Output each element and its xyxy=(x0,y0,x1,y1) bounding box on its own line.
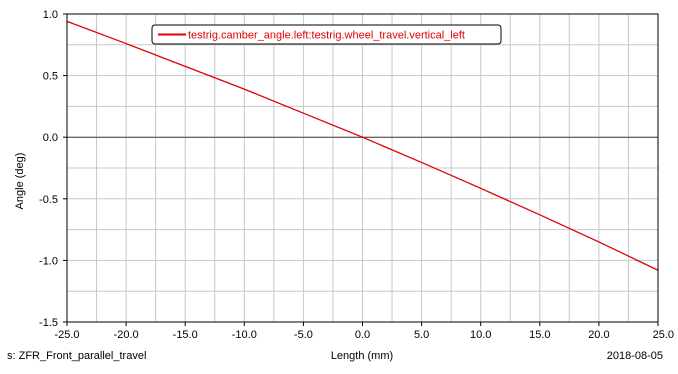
y-tick-label: -1.0 xyxy=(39,255,58,267)
y-tick-labels: -1.5 -1.0 -0.5 0.0 0.5 1.0 xyxy=(39,9,58,329)
y-tick-label: 0.5 xyxy=(43,71,58,83)
x-tick-label: 5.0 xyxy=(414,329,429,341)
legend: testrig.camber_angle.left:testrig.wheel_… xyxy=(151,24,502,45)
x-tick-label: -10.0 xyxy=(232,329,257,341)
y-axis-label: Angle (deg) xyxy=(14,153,26,210)
x-tick-label: -5.0 xyxy=(294,329,313,341)
legend-label: testrig.camber_angle.left:testrig.wheel_… xyxy=(188,30,465,42)
footer-right-text: 2018-08-05 xyxy=(607,350,663,362)
x-tick-label: 10.0 xyxy=(470,329,491,341)
x-tick-label: 20.0 xyxy=(588,329,609,341)
plot-frame xyxy=(66,13,659,323)
y-tick-label: -1.5 xyxy=(39,317,58,329)
y-tick-label: 1.0 xyxy=(43,9,58,21)
legend-box xyxy=(151,24,502,45)
x-tick-label: 15.0 xyxy=(529,329,550,341)
grid-layer xyxy=(63,13,659,326)
x-tick-label: -20.0 xyxy=(114,329,139,341)
series-line xyxy=(66,20,659,271)
x-tick-label: 0.0 xyxy=(355,329,370,341)
y-tick-label: 0.0 xyxy=(43,132,58,144)
x-tick-labels: -25.0 -20.0 -15.0 -10.0 -5.0 0.0 5.0 10.0 15.0 20… xyxy=(54,329,674,341)
x-axis-label: Length (mm) xyxy=(331,350,393,362)
x-tick-label: -15.0 xyxy=(173,329,198,341)
x-tick-label: -25.0 xyxy=(54,329,79,341)
x-tick-label: 25.0 xyxy=(653,329,674,341)
y-tick-label: -0.5 xyxy=(39,194,58,206)
footer-left-text: s: ZFR_Front_parallel_travel xyxy=(7,350,146,362)
series-layer xyxy=(66,20,659,271)
